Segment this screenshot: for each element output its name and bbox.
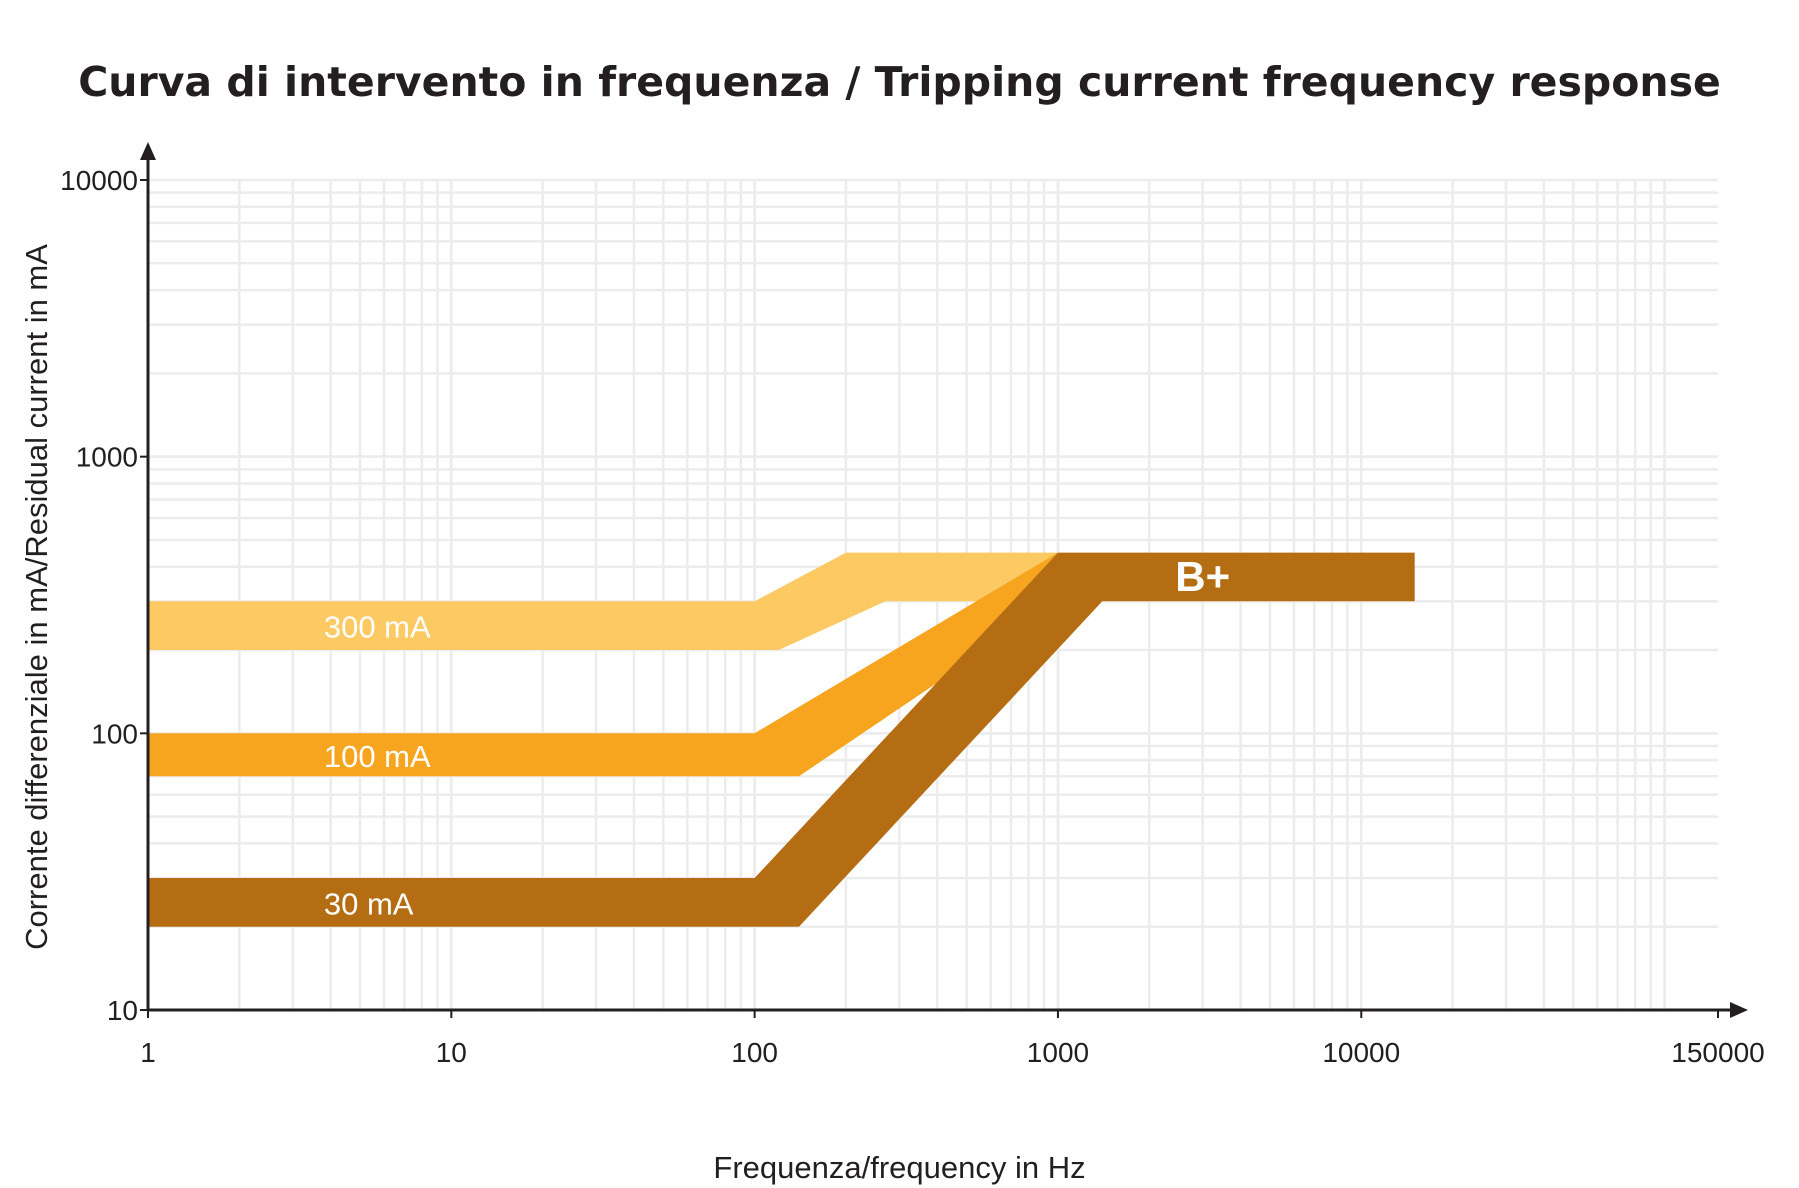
x-tick-label: 100 [731,1037,778,1068]
axes [140,142,1748,1018]
y-axis-arrow [140,142,156,160]
annotation-label: B+ [1175,553,1230,600]
band-label: 300 mA [324,610,431,645]
band-labels: 300 mA 100 mA 30 mA B+ [324,553,1230,921]
x-tick-label: 150000 [1671,1037,1764,1068]
band-300-ma [148,552,1058,650]
x-tick-label: 10000 [1322,1037,1400,1068]
y-tick-label: 1000 [76,442,138,473]
band-30-ma [148,552,1415,927]
y-tick-label: 100 [91,718,138,749]
x-tick-label: 1000 [1027,1037,1089,1068]
x-tick-label: 10 [436,1037,467,1068]
x-tick-label: 1 [140,1037,156,1068]
chart-title: Curva di intervento in frequenza / Tripp… [78,58,1721,106]
y-tick-label: 10000 [60,165,138,196]
x-axis-arrow [1730,1002,1748,1018]
band-label: 30 mA [324,886,414,921]
x-axis-label: Frequenza/frequency in Hz [713,1150,1086,1185]
y-axis-label: Corrente differenziale in mA/Residual cu… [19,244,54,950]
band-label: 100 mA [324,739,431,774]
bands [148,552,1415,927]
band-100-ma [148,552,1058,777]
y-tick-label: 10 [107,995,138,1026]
